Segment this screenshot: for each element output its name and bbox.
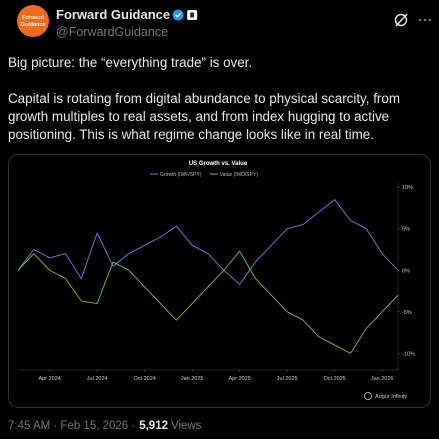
x-tick-label: Jul 2024 xyxy=(87,376,108,382)
grok-ring xyxy=(394,13,408,27)
x-tick-label: Jul 2025 xyxy=(277,376,298,382)
y-tick-label: -10% xyxy=(402,351,415,357)
dot xyxy=(423,18,427,22)
affiliate-icon xyxy=(190,12,195,18)
x-tick-label: Apr 2025 xyxy=(229,376,251,382)
author-handle[interactable]: @ForwardGuidance xyxy=(56,25,168,39)
tweet-text: Big picture: the “everything trade” is o… xyxy=(8,55,252,70)
x-tick-label: Jan 2025 xyxy=(181,376,204,382)
views-label: Views xyxy=(171,420,202,432)
author-name[interactable]: Forward Guidance xyxy=(56,7,170,22)
views-count: 5,912 xyxy=(139,420,168,432)
source: Augur Infinity xyxy=(375,394,407,400)
x-tick-label: Apr 2024 xyxy=(39,376,61,382)
source-logo xyxy=(364,392,372,400)
more-button[interactable] xyxy=(418,18,432,22)
x-tick-label: Oct 2024 xyxy=(134,376,156,382)
verified-badge xyxy=(172,9,184,21)
legend-label: Value (IWD/SPY) xyxy=(220,172,259,178)
y-tick-label: 5% xyxy=(402,227,410,233)
badges xyxy=(172,9,198,21)
media-frame[interactable] xyxy=(8,154,431,408)
tweet-text: growth multiples to real assets, and fro… xyxy=(8,109,389,124)
x-tick-label: Jan 2026 xyxy=(371,376,394,382)
dot xyxy=(418,18,422,22)
chart-title: US Growth vs. Value xyxy=(189,161,248,167)
avatar[interactable] xyxy=(17,5,49,37)
x-tick-label: Oct 2025 xyxy=(324,376,346,382)
dot xyxy=(428,18,432,22)
y-tick-label: 0% xyxy=(402,268,410,274)
avatar-text: Forward xyxy=(22,15,44,21)
series-line xyxy=(17,199,399,285)
chart: US Growth vs. Value Growth (IWF/SPY) Value… xyxy=(17,161,415,400)
series-line xyxy=(17,250,399,354)
grok-slash xyxy=(395,13,408,27)
grok-icon[interactable] xyxy=(394,13,408,27)
tweet-text: Capital is rotating from digital abundan… xyxy=(8,91,400,106)
y-tick-label: 10% xyxy=(402,185,413,191)
check xyxy=(175,12,182,18)
avatar-text: Guidance xyxy=(20,22,45,28)
timestamp[interactable]: 7:45 AM · Feb 15, 2026 · xyxy=(8,420,135,432)
y-tick-label: -5% xyxy=(402,310,412,316)
tweet-text: positioning. This is what regime change … xyxy=(8,127,374,142)
legend-label: Growth (IWF/SPY) xyxy=(160,172,202,178)
